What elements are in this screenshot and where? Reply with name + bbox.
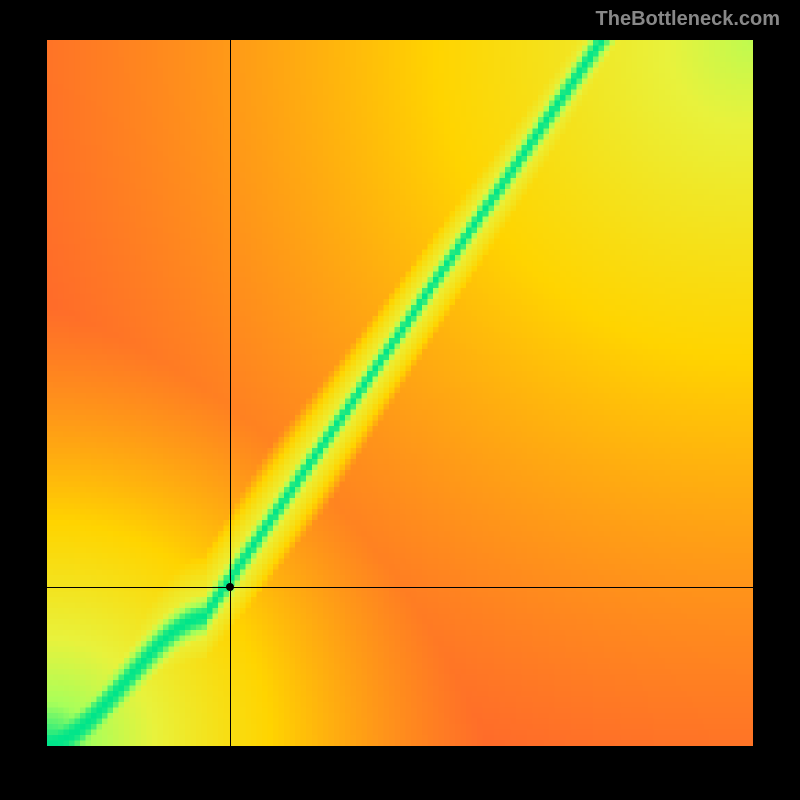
heatmap-plot (47, 40, 753, 746)
crosshair-vertical (230, 40, 231, 746)
crosshair-horizontal (47, 587, 753, 588)
marker-dot (226, 583, 234, 591)
heatmap-canvas (47, 40, 753, 746)
watermark-text: TheBottleneck.com (596, 8, 780, 31)
